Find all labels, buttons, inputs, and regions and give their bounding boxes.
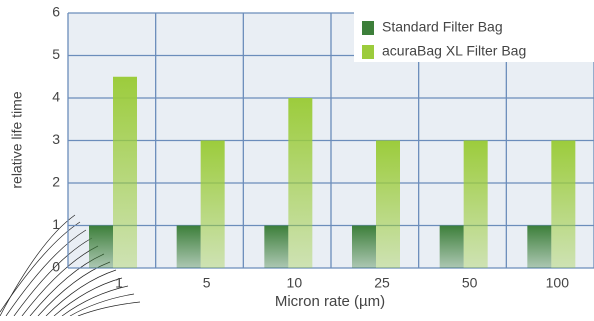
chart: relative life time Micron rate (µm) 0 1 2 3…	[0, 0, 594, 316]
bar	[352, 226, 376, 269]
y-axis-label: relative life time	[9, 91, 25, 188]
bar	[264, 226, 288, 269]
y-tick-label: 4	[52, 89, 60, 105]
x-axis-label: Micron rate (µm)	[275, 293, 385, 310]
x-tick-label: 5	[203, 275, 211, 291]
bar	[551, 141, 575, 269]
bar	[177, 226, 201, 269]
x-tick-label: 50	[462, 275, 478, 291]
legend-label: Standard Filter Bag	[382, 19, 503, 35]
y-tick-label: 5	[52, 46, 60, 62]
bar	[440, 226, 464, 269]
bar	[89, 226, 113, 269]
x-tick-label: 1	[115, 275, 123, 291]
bar	[201, 141, 225, 269]
bar	[376, 141, 400, 269]
bar	[113, 77, 137, 268]
page: {"chart_data": {"type": "bar", "categori…	[0, 0, 594, 321]
bar	[527, 226, 551, 269]
legend-swatch	[362, 21, 374, 35]
bar	[288, 98, 312, 268]
y-tick-label: 0	[52, 259, 60, 275]
y-tick-label: 3	[52, 131, 60, 147]
x-tick-label: 10	[287, 275, 303, 291]
y-tick-label: 2	[52, 174, 60, 190]
legend-label: acuraBag XL Filter Bag	[382, 43, 526, 59]
legend-swatch	[362, 45, 374, 59]
bar	[464, 141, 488, 269]
y-tick-label: 6	[52, 4, 60, 20]
x-tick-label: 25	[374, 275, 390, 291]
x-tick-label: 100	[546, 275, 570, 291]
y-tick-label: 1	[52, 216, 60, 232]
